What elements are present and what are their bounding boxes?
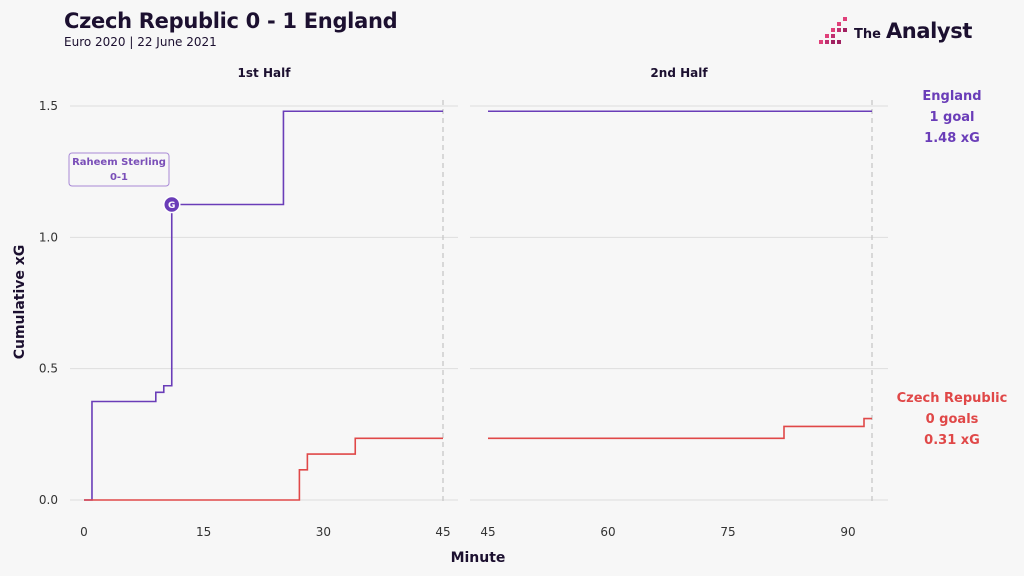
1st-half-x-tick-label: 30 (316, 525, 331, 539)
1st-half-x-tick-label: 45 (435, 525, 450, 539)
1st-half-england-xg-line (84, 110, 443, 501)
y-tick-label: 1.5 (39, 99, 58, 113)
chart-title: Czech Republic 0 - 1 England (64, 9, 398, 33)
1st-half-x-tick-label: 0 (80, 525, 88, 539)
1st-half-czech-republic-xg-line (84, 437, 443, 501)
legend-czech-republic-team: Czech Republic (897, 391, 1008, 406)
y-tick-label: 0.5 (39, 362, 58, 376)
goal-marker-label: G (168, 201, 175, 211)
goal-annotation-box (68, 152, 170, 187)
goal-scorer-label: Raheem Sterling (72, 157, 166, 168)
legend-czech-republic-xg: 0.31 xG (924, 433, 980, 448)
1st-half-x-tick-label: 15 (196, 525, 211, 539)
logo-name: Analyst (885, 19, 972, 43)
logo-prefix: The (854, 27, 881, 42)
x-axis-title: Minute (451, 550, 506, 566)
y-tick-label: 0.0 (39, 493, 58, 507)
goal-score-label: 0-1 (110, 172, 128, 183)
2nd-half-x-tick-label: 60 (600, 525, 615, 539)
logo-bars-icon (819, 17, 847, 44)
legend-czech-republic-goals: 0 goals (926, 412, 979, 427)
chart-subtitle: Euro 2020 | 22 June 2021 (64, 35, 217, 49)
1st-half-title: 1st Half (238, 66, 292, 80)
y-axis-title: Cumulative xG (12, 245, 28, 360)
legend-england-goals: 1 goal (929, 110, 974, 125)
2nd-half-x-tick-label: 90 (840, 525, 855, 539)
legend-england-team: England (922, 89, 981, 104)
2nd-half-x-tick-label: 75 (720, 525, 735, 539)
2nd-half-czech-republic-xg-line (488, 417, 872, 440)
legend-england-xg: 1.48 xG (924, 131, 980, 146)
goal-marker (163, 195, 181, 214)
y-tick-label: 1.0 (39, 230, 58, 244)
2nd-half-title: 2nd Half (650, 66, 708, 80)
the-analyst-logo: The Analyst (818, 16, 972, 46)
2nd-half-x-tick-label: 45 (480, 525, 495, 539)
